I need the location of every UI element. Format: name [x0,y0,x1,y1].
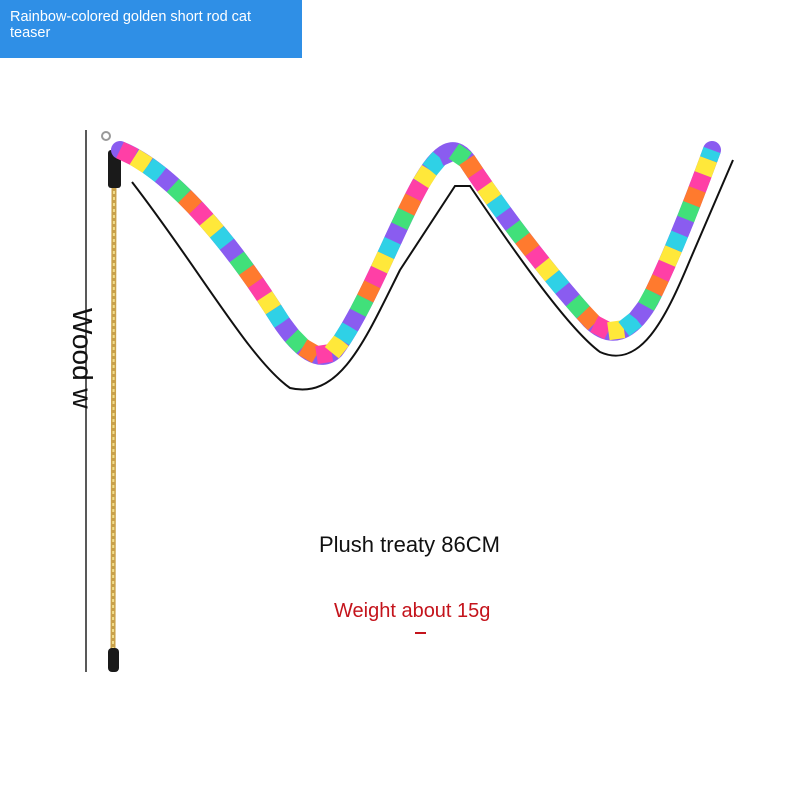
plush-stripe-segment [618,312,643,337]
rod-top-cap [108,150,121,188]
plush-stripe-segment [576,306,601,331]
plush-stripe-segment [334,322,358,346]
plush-stripe-segment [688,171,712,193]
plush-stripe-segment [178,190,203,215]
plush-stripe-segment [248,277,272,302]
product-title-banner: Rainbow-colored golden short rod cat tea… [0,0,302,58]
product-title: Rainbow-colored golden short rod cat tea… [10,9,251,41]
plush-stripe-segment [505,219,530,244]
plush-stripe-segment [607,320,626,341]
plush-stripe-segment [677,200,700,223]
rod-length-label: Wood w [67,308,98,409]
plush-stripe-segment [324,334,349,359]
plush-stripe-segment [219,238,244,263]
plush-stripe-segment [436,142,458,166]
plush-stripe-segment [645,274,669,297]
plush-stripe-segment [694,156,718,178]
plush-stripe-segment [665,230,688,253]
plush-stripe-segment [525,245,550,269]
plush-stripe-segment [459,155,484,179]
plush-stripe-segment [486,194,511,218]
plush-stripe-segment [384,222,408,245]
plush-stripe-segment [398,193,422,216]
plush-stripe-segment [265,304,290,328]
plush-stripe-segment [274,317,299,342]
plush-stripe-segment [652,259,676,282]
plush-stripe-segment [116,141,139,166]
plush-stripe-segment [629,301,654,325]
plush-length-label: Plush treaty 86CM [319,532,500,557]
plush-stripe-segment [535,257,560,282]
plush-stripe-segment [238,264,263,289]
weight-label: Weight about 15g [334,600,491,622]
plush-stripe-segment [477,181,502,205]
plush-length-outline [131,159,734,391]
plush-stripe-segment [199,213,224,238]
plush-stripe-segment [166,178,191,203]
plush-stripe-segment [209,226,234,250]
plush-stripe-segment [590,315,613,340]
plush-stripe-segment [357,280,381,303]
plush-stripe-segment [413,164,438,189]
plush-stripe-segment [142,158,167,183]
rod-bottom-cap [108,648,119,672]
plush-stripe-segment [154,168,179,193]
plush-stripe-segment [391,207,415,231]
rod-clip [101,131,111,141]
plush-stripe-segment [422,151,447,176]
plush-stripe-segment [129,149,153,174]
plush-stripe-segment [515,232,540,257]
plush-stripe-segment [315,343,334,364]
plush-stripe-segment [298,339,322,363]
plush-stripe-segment [496,207,521,231]
plush-stripe-segment [555,282,580,307]
plush-stripe-segment [349,294,374,317]
plush-stripe-segment [371,251,395,274]
plush-stripe-segment [229,251,254,276]
plush-stripe-segment [545,270,570,294]
plush-stripe-segment [683,186,706,208]
rainbow-plush-strip [111,141,721,365]
plush-stripe-segment [285,329,310,354]
plush-stripe-segment [364,265,388,289]
plush-stripe-segment [671,215,695,238]
plush-stripe-segment [565,294,591,319]
plush-stripe-segment [405,179,429,202]
plush-stripe-segment [448,143,472,168]
plush-stripe-segment [468,168,493,192]
plush-stripe-segment [257,291,281,315]
plush-stripe-segment [189,201,214,226]
plush-stripe-segment [700,146,721,163]
plush-stripe-segment [658,245,682,267]
plush-stripe-segment [377,236,401,259]
plush-stripe-segment [342,308,366,332]
plush-stripe-segment [638,288,662,311]
golden-rod [101,131,121,672]
